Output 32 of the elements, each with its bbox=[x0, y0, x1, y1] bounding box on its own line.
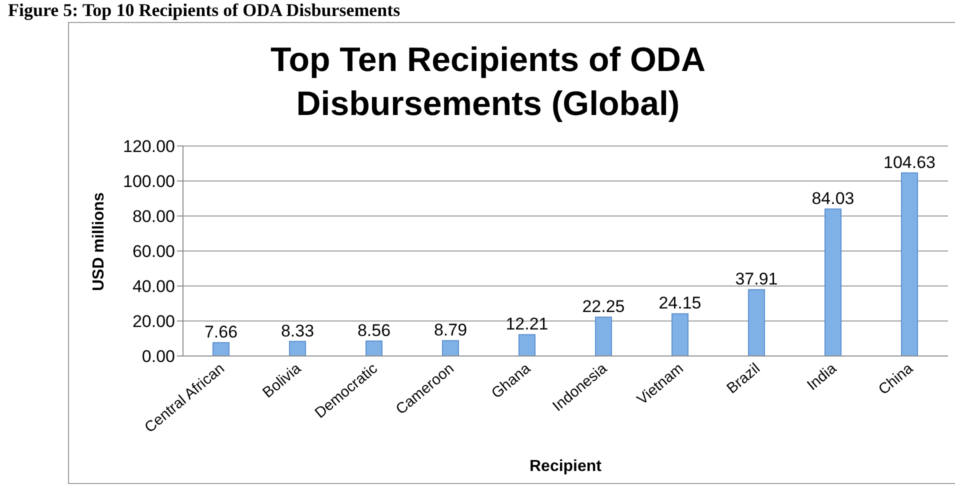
y-axis-title: USD millions bbox=[90, 192, 108, 291]
data-label: 84.03 bbox=[812, 188, 854, 208]
data-label: 22.25 bbox=[582, 297, 625, 316]
y-tick-label: 0.00 bbox=[142, 347, 175, 366]
data-label: 24.15 bbox=[658, 294, 702, 313]
bar bbox=[748, 289, 765, 356]
y-tick-label: 60.00 bbox=[132, 242, 175, 262]
caption: Figure 5: Top 10 Recipients of ODA Disbursements bbox=[8, 0, 400, 21]
data-label: 8.56 bbox=[357, 321, 391, 340]
x-tick-label: India bbox=[804, 360, 840, 394]
data-label: 104.63 bbox=[884, 152, 936, 172]
bar bbox=[518, 334, 536, 356]
y-tick-label: 120.00 bbox=[123, 137, 175, 156]
data-label: 7.66 bbox=[204, 322, 238, 342]
x-axis-title: Recipient bbox=[529, 458, 602, 475]
y-tick-label: 80.00 bbox=[132, 207, 175, 226]
bar bbox=[824, 208, 842, 356]
y-tick-label: 20.00 bbox=[132, 312, 175, 332]
bar bbox=[212, 342, 230, 356]
data-label: 37.91 bbox=[735, 270, 778, 289]
bar bbox=[442, 340, 459, 356]
data-label: 8.33 bbox=[280, 321, 314, 340]
chart-title: Top Ten Recipients of ODA Disbursements (Global) bbox=[269, 40, 707, 125]
bar bbox=[289, 340, 306, 356]
data-label: 12.21 bbox=[506, 314, 548, 334]
y-tick-label: 100.00 bbox=[123, 172, 175, 192]
bar bbox=[595, 316, 612, 356]
bar bbox=[672, 313, 688, 356]
data-label: 8.79 bbox=[434, 320, 468, 340]
y-tick-label: 40.00 bbox=[132, 277, 175, 296]
bar bbox=[366, 340, 382, 356]
bar bbox=[901, 172, 918, 356]
